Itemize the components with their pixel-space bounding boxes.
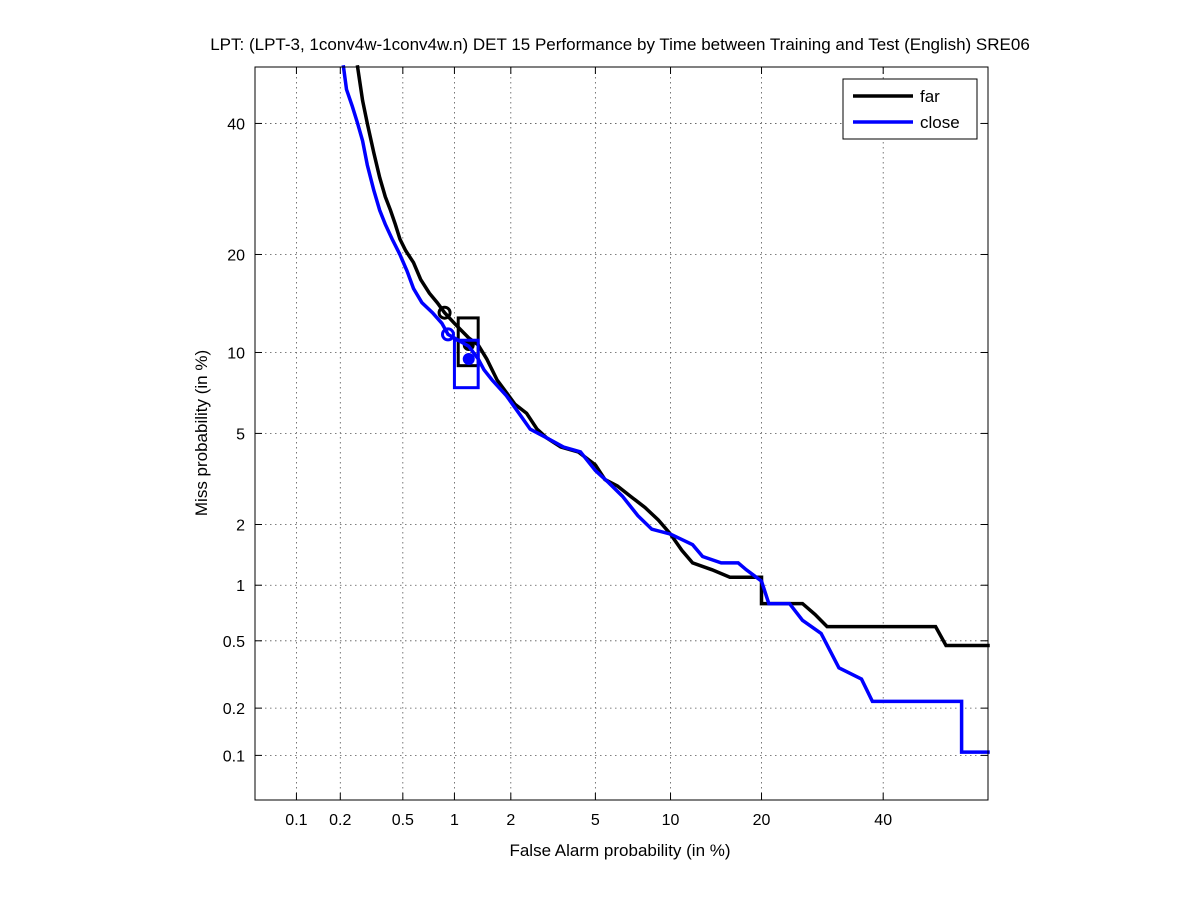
y-tick-label: 0.5 (223, 634, 245, 651)
x-tick-label: 10 (662, 812, 680, 829)
x-axis-label: False Alarm probability (in %) (509, 841, 730, 860)
chart-title: LPT: (LPT-3, 1conv4w-1conv4w.n) DET 15 P… (210, 35, 1030, 54)
x-tick-label: 40 (874, 812, 892, 829)
operating-point-far (437, 305, 452, 320)
y-axis-label: Miss probability (in %) (192, 350, 211, 516)
legend: far close (842, 78, 978, 140)
y-tick-label: 10 (227, 345, 245, 362)
x-tick-label: 20 (753, 812, 771, 829)
legend-box (842, 78, 978, 140)
confidence-box-close (452, 338, 480, 390)
min-dcf-point-close (462, 352, 475, 365)
x-tick-label: 0.2 (329, 812, 351, 829)
x-tick-label: 0.5 (392, 812, 414, 829)
series-line-far (355, 65, 990, 648)
y-tick-label: 0.1 (223, 748, 245, 765)
x-tick-label: 5 (591, 812, 600, 829)
y-tick-label: 2 (236, 517, 245, 534)
grid-lines (255, 67, 988, 800)
tick-layer: 0.1 0.2 0.5 1 2 5 10 20 40 0.1 0.2 0.5 1 2 5 10 20 40 (223, 67, 988, 829)
y-tick-label: 20 (227, 247, 245, 264)
legend-label-far: far (920, 87, 940, 106)
legend-label-close: close (920, 113, 960, 132)
y-tick-label: 40 (227, 116, 245, 133)
series-line-close (341, 65, 990, 754)
x-tick-label: 0.1 (285, 812, 307, 829)
operating-point-close (440, 327, 455, 342)
x-tick-label: 2 (506, 812, 515, 829)
x-tick-label: 1 (450, 812, 459, 829)
y-tick-label: 5 (236, 426, 245, 443)
y-tick-label: 1 (236, 578, 245, 595)
series-layer (341, 65, 990, 754)
y-tick-label: 0.2 (223, 701, 245, 718)
series-close (341, 65, 990, 754)
